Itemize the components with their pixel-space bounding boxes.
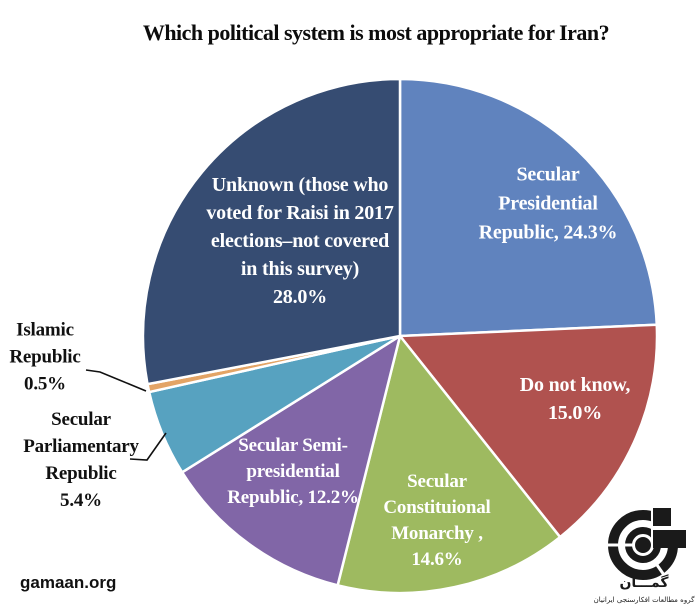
pie-slices	[141, 77, 659, 595]
leader-line-islamic-republic	[85, 369, 147, 392]
gamaan-logo-icon	[605, 503, 691, 580]
pie-slice-secular-presidential-republic	[398, 77, 658, 338]
pie-slice-secular-semi-presidential-republic	[180, 334, 402, 587]
slice-label-secular-presidential-republic: Secular Presidential Republic, 24.3%	[478, 163, 618, 244]
slice-label-do-not-know: Do not know, 15.0%	[519, 374, 631, 424]
leader-line-secular-parliamentary-republic	[129, 432, 167, 461]
slice-label-secular-parliamentary-republic: Secular Parliamentary Republic 5.4%	[23, 409, 139, 511]
slice-label-unknown: Unknown (those who voted for Raisi in 20…	[206, 174, 394, 308]
pie-slice-unknown-raisi-2017	[141, 77, 402, 386]
slice-label-secular-semi-presidential-republic: Secular Semi- presidential Republic, 12.…	[227, 435, 359, 508]
pie-slice-do-not-know	[398, 323, 659, 539]
gamaan-logo-brand: گمـــان	[619, 575, 669, 591]
source-text: gamaan.org	[20, 573, 117, 592]
chart-title: Which political system is most appropria…	[142, 20, 610, 45]
slice-label-secular-constitutional-monarchy: Secular Constituional Monarchy , 14.6%	[383, 471, 491, 570]
pie-slice-secular-constitutional-monarchy	[336, 334, 562, 595]
slice-label-islamic-republic: Islamic Republic 0.5%	[9, 319, 81, 395]
gamaan-logo-tagline: گروه مطالعات افکارسنجی ایرانیان	[593, 596, 695, 604]
